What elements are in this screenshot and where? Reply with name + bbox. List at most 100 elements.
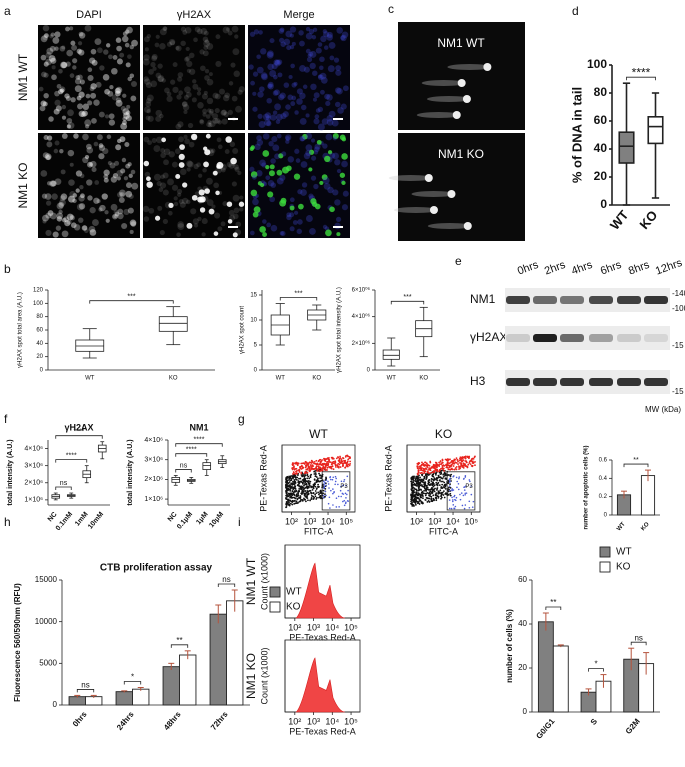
event <box>428 494 430 497</box>
event <box>440 469 443 472</box>
nucleus <box>59 195 66 202</box>
event <box>342 465 344 468</box>
event <box>307 492 310 495</box>
event <box>462 459 465 462</box>
nucleus <box>305 48 311 54</box>
event <box>346 460 349 463</box>
event <box>429 484 432 486</box>
event <box>293 483 296 486</box>
nucleus <box>203 40 211 47</box>
event <box>443 481 446 484</box>
bar <box>640 475 656 516</box>
event <box>285 496 287 499</box>
nucleus <box>44 153 52 161</box>
nucleus <box>89 207 96 214</box>
nucleus <box>203 146 208 151</box>
event <box>449 486 452 489</box>
event <box>415 491 418 494</box>
x-tick-label: NC <box>47 511 59 523</box>
nucleus <box>239 195 244 200</box>
nucleus <box>77 103 84 110</box>
event <box>418 503 421 505</box>
event <box>414 488 417 491</box>
nucleus <box>183 94 189 100</box>
nucleus <box>305 149 312 157</box>
event <box>290 492 293 495</box>
nucleus <box>127 207 134 214</box>
nucleus <box>117 208 124 215</box>
nucleus <box>305 26 311 32</box>
event <box>298 500 301 503</box>
nucleus <box>151 138 157 144</box>
y-axis-label: PE-Texas Red-A <box>383 445 393 512</box>
event <box>287 482 290 485</box>
nucleus <box>334 222 341 230</box>
nucleus <box>275 59 281 65</box>
nucleus <box>88 162 93 167</box>
y-axis-label: total intensity (A.U.) <box>7 439 14 505</box>
event <box>307 482 310 485</box>
nucleus <box>324 93 330 100</box>
nucleus <box>317 123 325 131</box>
event <box>295 490 298 493</box>
event <box>449 492 452 495</box>
event <box>323 485 326 487</box>
event <box>337 495 340 498</box>
nucleus <box>302 84 308 90</box>
nucleus <box>234 229 242 236</box>
nucleus <box>225 136 232 143</box>
event <box>289 477 292 479</box>
nucleus <box>103 169 110 176</box>
event <box>459 467 462 470</box>
event <box>463 486 465 489</box>
y-tick-label: 0 <box>600 197 607 211</box>
nucleus <box>288 74 293 80</box>
nucleus <box>144 78 151 85</box>
nucleus <box>232 213 239 220</box>
nucleus <box>324 155 331 163</box>
nucleus <box>233 207 240 214</box>
event <box>451 500 454 503</box>
nucleus <box>336 27 344 34</box>
nucleus <box>185 55 191 62</box>
event <box>309 499 311 502</box>
event <box>342 500 344 503</box>
significance-label: ** <box>550 598 556 607</box>
event <box>425 487 428 490</box>
event <box>415 482 418 484</box>
nucleus <box>251 174 257 180</box>
event <box>430 488 433 491</box>
event <box>345 465 348 467</box>
nucleus <box>177 223 185 231</box>
significance-bracket <box>76 689 95 693</box>
event <box>319 461 322 464</box>
nucleus <box>235 105 242 113</box>
nucleus <box>112 173 119 179</box>
nucleus <box>103 174 109 180</box>
event <box>307 480 310 482</box>
nucleus <box>274 153 281 160</box>
event <box>426 471 429 474</box>
nucleus <box>99 204 106 212</box>
event <box>317 486 320 489</box>
nucleus <box>122 93 127 98</box>
nucleus <box>224 149 230 154</box>
nucleus <box>262 133 270 140</box>
event <box>294 462 296 465</box>
event <box>426 501 429 503</box>
event <box>452 489 455 491</box>
legend-swatch <box>269 586 281 598</box>
blot-row-label: NM1 <box>470 292 496 306</box>
nucleus <box>112 213 118 220</box>
nucleus <box>296 88 303 95</box>
nucleus <box>299 92 306 100</box>
nucleus <box>227 109 233 116</box>
event <box>422 495 424 498</box>
event <box>421 485 424 488</box>
bar <box>552 645 569 713</box>
nucleus <box>93 99 100 106</box>
event <box>457 483 460 485</box>
nucleus <box>167 178 174 186</box>
box <box>382 349 400 360</box>
event <box>465 492 468 494</box>
